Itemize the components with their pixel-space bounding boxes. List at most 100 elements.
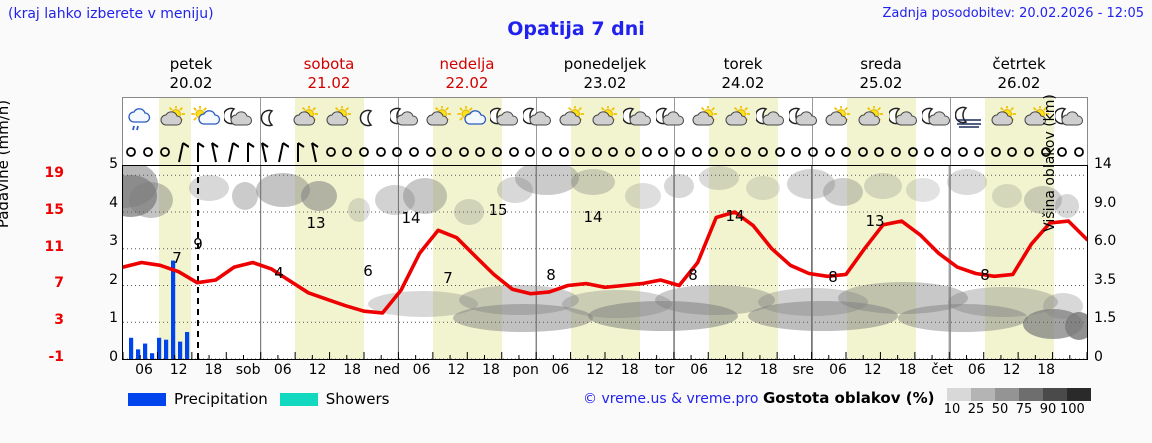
x-tick-26: 18 xyxy=(1037,362,1056,378)
wind-calm-circle xyxy=(156,139,173,165)
wind-calm-circle xyxy=(555,139,572,165)
wind-barb xyxy=(239,139,256,165)
wind-calm-circle xyxy=(140,139,157,165)
cloud-height-tick-3.5: 3.5 xyxy=(1094,271,1117,288)
wind-calm-circle xyxy=(1037,139,1054,165)
day-header-ponedeljek: ponedeljek 23.02 xyxy=(536,55,674,95)
wind-calm-circle xyxy=(439,139,456,165)
wind-calm-circle xyxy=(572,139,589,165)
temperature-tick-19: 19 xyxy=(44,165,64,182)
x-tick-10: 18 xyxy=(482,362,500,378)
weather-icon-cloud-rain xyxy=(189,98,222,139)
weather-icon-moon-cloud xyxy=(754,98,787,139)
wind-calm-circle xyxy=(1021,139,1038,165)
wind-calm-circle xyxy=(1054,139,1071,165)
temperature-tick-15: 15 xyxy=(44,201,64,218)
wind-strip-barbs xyxy=(123,139,1087,165)
x-tick-3: sob xyxy=(235,362,261,378)
cloud-density-tick-10: 10 xyxy=(943,402,961,417)
x-tick-13: 12 xyxy=(586,362,605,378)
wind-calm-circle xyxy=(123,139,140,165)
weather-icon-cloud-sun xyxy=(854,98,887,139)
day-name: četrtek xyxy=(992,55,1046,73)
weather-icon-cloud-sun xyxy=(688,98,721,139)
cloud-density-tick-25: 25 xyxy=(967,402,985,417)
precipitation-axis-label: Padavine (mm/h) xyxy=(0,99,12,229)
wind-calm-circle xyxy=(838,139,855,165)
legend-item-precipitation: Precipitation xyxy=(128,390,268,408)
day-header-row: petek 20.02 sobota 21.02 nedelja 22.02 ponedel… xyxy=(122,55,1088,95)
weather-icon-cloud-sun xyxy=(721,98,754,139)
svg-text:7: 7 xyxy=(443,269,453,287)
x-tick-16: 06 xyxy=(690,362,709,378)
weather-icon-moon-cloud xyxy=(622,98,655,139)
svg-text:14: 14 xyxy=(401,209,420,227)
x-tick-23: čet xyxy=(931,362,953,378)
weather-icon-moon-cloud xyxy=(522,98,555,139)
day-separator-4 xyxy=(674,139,675,165)
day-header-nedelja: nedelja 22.02 xyxy=(398,55,536,95)
temperature-tick-3: 3 xyxy=(54,312,64,329)
wind-barb xyxy=(289,139,306,165)
wind-calm-circle xyxy=(771,139,788,165)
cloud-density-swatch-10 xyxy=(947,388,971,401)
wind-calm-circle xyxy=(805,139,822,165)
cloud-density-scale-bar xyxy=(947,388,1091,401)
x-tick-20: 06 xyxy=(829,362,847,378)
x-tick-6: 18 xyxy=(343,362,362,378)
icon-strip-icons xyxy=(123,98,1087,139)
cloud-density-swatch-90 xyxy=(1043,388,1067,401)
x-tick-8: 06 xyxy=(412,362,431,378)
cloud-height-tick-0: 0 xyxy=(1094,349,1103,365)
wind-calm-circle xyxy=(655,139,672,165)
weather-icon-moon-cloud xyxy=(223,98,256,139)
day-header-sobota: sobota 21.02 xyxy=(260,55,398,95)
wind-barb-strip xyxy=(122,139,1088,165)
day-header-torek: torek 24.02 xyxy=(674,55,812,95)
cloud-density-swatch-75 xyxy=(1019,388,1043,401)
wind-barb xyxy=(223,139,240,165)
x-tick-25: 12 xyxy=(1002,362,1021,378)
wind-calm-circle xyxy=(456,139,473,165)
day-date: 26.02 xyxy=(997,74,1041,92)
svg-text:15: 15 xyxy=(488,201,507,219)
x-tick-24: 06 xyxy=(967,362,986,378)
x-tick-14: 18 xyxy=(620,362,639,378)
weather-icon-moon xyxy=(356,98,389,139)
precipitation-tick-4: 4 xyxy=(109,194,118,211)
wind-calm-circle xyxy=(422,139,439,165)
temperature-tick--1: -1 xyxy=(48,349,64,365)
x-tick-19: sre xyxy=(792,362,814,378)
x-tick-15: tor xyxy=(654,362,675,378)
wind-calm-circle xyxy=(672,139,689,165)
wind-calm-circle xyxy=(971,139,988,165)
x-tick-5: 12 xyxy=(308,362,327,378)
precip-legend: Precipitation Showers xyxy=(128,388,389,410)
plot-band-4 xyxy=(709,166,778,359)
wind-calm-circle xyxy=(489,139,506,165)
wind-calm-circle xyxy=(954,139,971,165)
cloud-density-tick-75: 75 xyxy=(1015,402,1033,417)
weather-icon-cloud-sun xyxy=(987,98,1020,139)
weather-icon-moon-cloud xyxy=(1054,98,1087,139)
wind-calm-circle xyxy=(539,139,556,165)
wind-calm-circle xyxy=(389,139,406,165)
x-tick-22: 18 xyxy=(898,362,917,378)
copyright-link[interactable]: © vreme.us & vreme.pro xyxy=(583,391,759,407)
day-date: 23.02 xyxy=(583,74,627,92)
weather-icon-cloud-sun xyxy=(555,98,588,139)
cloud-density-swatch-100 xyxy=(1067,388,1091,401)
weather-icon-cloud-sun xyxy=(289,98,322,139)
svg-text:7: 7 xyxy=(172,249,182,267)
weather-icon-moon-cloud xyxy=(655,98,688,139)
precipitation-bars xyxy=(129,260,190,359)
day-date: 22.02 xyxy=(445,74,489,92)
svg-text:8: 8 xyxy=(828,268,838,286)
day-date: 20.02 xyxy=(169,74,213,92)
day-date: 24.02 xyxy=(721,74,765,92)
svg-text:8: 8 xyxy=(980,266,990,284)
plot-band-2 xyxy=(433,166,502,359)
precipitation-legend-label: Precipitation xyxy=(174,390,268,408)
wind-calm-circle xyxy=(622,139,639,165)
